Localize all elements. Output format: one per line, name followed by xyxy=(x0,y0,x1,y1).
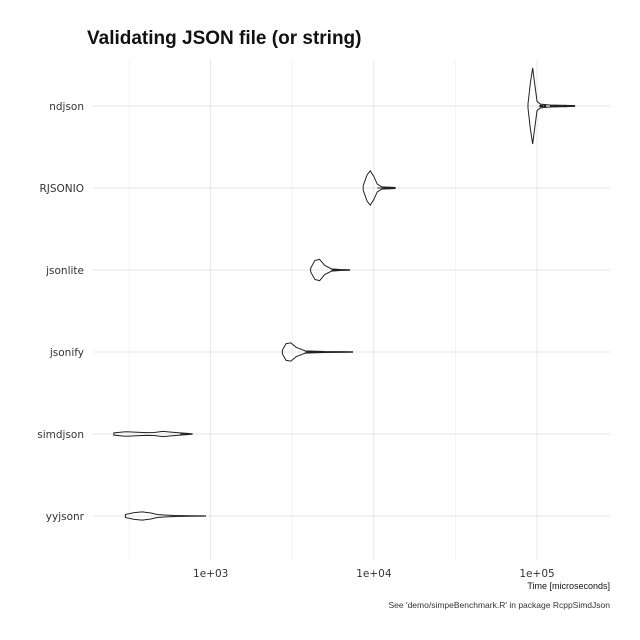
x-axis-title: Time [microseconds] xyxy=(527,581,610,591)
labels: 1e+03 1e+04 1e+05 ndjson RJSONIO jsonlite json… xyxy=(37,101,554,580)
y-category-label: ndjson xyxy=(49,101,84,113)
outlier-point xyxy=(564,105,567,108)
outlier-point xyxy=(554,105,557,108)
chart-title: Validating JSON file (or string) xyxy=(87,28,361,49)
y-category-label: jsonlite xyxy=(45,265,84,277)
x-tick-label: 1e+04 xyxy=(356,568,392,580)
y-category-label: simdjson xyxy=(37,429,84,441)
grid xyxy=(93,60,610,560)
violins xyxy=(114,68,575,520)
y-category-label: yyjsonr xyxy=(46,511,85,523)
y-category-label: RJSONIO xyxy=(39,183,84,195)
x-tick-label: 1e+05 xyxy=(519,568,554,580)
x-tick-label: 1e+03 xyxy=(193,568,228,580)
outlier-point xyxy=(541,105,544,108)
chart-caption: See 'demo/simpeBenchmark.R' in package R… xyxy=(388,600,610,610)
y-category-label: jsonify xyxy=(49,347,84,359)
outlier-point xyxy=(388,187,391,190)
outlier-point xyxy=(544,105,547,108)
